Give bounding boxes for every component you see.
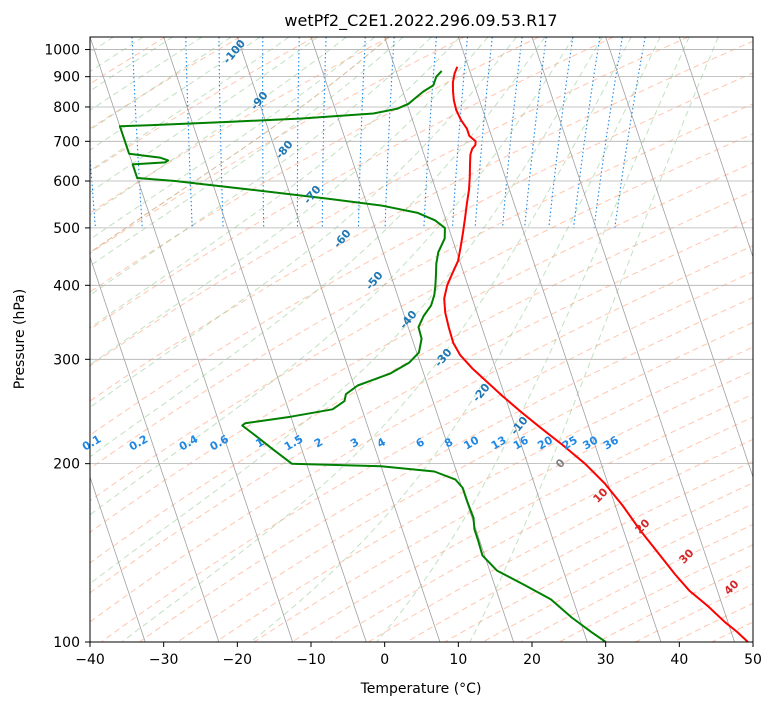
x-tick-label: −20 — [223, 652, 253, 668]
dry-adiabat-line — [215, 346, 753, 642]
dry-adiabat-line — [177, 321, 753, 642]
dry-adiabat-line — [330, 416, 753, 642]
dry-adiabat-line — [520, 523, 753, 642]
dry-adiabat-line — [90, 72, 753, 436]
mixing-ratio-line — [573, 37, 601, 228]
dry-adiabat-line — [444, 482, 753, 642]
x-tick-label: 0 — [380, 652, 389, 668]
moist-adiabat-line — [90, 37, 347, 216]
moist-adiabat-line — [90, 37, 489, 366]
y-tick-label: 1000 — [44, 43, 80, 59]
mixing-ratio-line — [593, 37, 623, 228]
moist-adiabat-line — [121, 37, 632, 642]
dry-adiabat-line — [368, 438, 753, 642]
x-tick-label: 50 — [744, 652, 762, 668]
moist-adiabat-line — [469, 37, 719, 642]
moist-adiabat-line — [90, 37, 261, 151]
moist-adiabat-line — [250, 37, 661, 642]
mixing-ratio-line — [501, 37, 523, 228]
moist-adiabat-line — [90, 37, 432, 296]
isotherm-line — [310, 37, 514, 642]
dry-adiabat-line — [90, 162, 753, 533]
x-tick-label: 40 — [670, 652, 688, 668]
dry-adiabat-line — [482, 503, 753, 642]
dry-adiabat-line — [90, 218, 753, 594]
axis-layer: −40 −30 −20 −10 0 10 20 30 40 50 100 200 300 400 500 60… — [44, 43, 762, 668]
isotherm-line — [90, 475, 146, 642]
isotherm-line — [163, 37, 367, 642]
x-tick-label: −40 — [75, 652, 105, 668]
dry-adiabat-line — [90, 40, 753, 402]
x-axis-label: Temperature (°C) — [360, 681, 482, 697]
y-tick-label: 600 — [53, 174, 80, 190]
moist-adiabat-line — [90, 37, 461, 329]
isotherm-line — [384, 37, 588, 642]
isotherm-line — [752, 37, 753, 39]
temperature-profile-line — [443, 66, 749, 642]
dry-adiabat-line — [291, 393, 753, 642]
moist-adiabat-line — [90, 37, 517, 408]
chart-title: wetPf2_C2E1.2022.296.09.53.R17 — [284, 11, 557, 31]
dewpoint-profile-line — [118, 70, 607, 642]
isotherm-line — [0, 37, 72, 642]
isotherm-line — [236, 37, 441, 642]
x-tick-label: −30 — [149, 652, 179, 668]
mixing-ratio-line — [524, 37, 547, 228]
plot-frame — [89, 36, 754, 643]
isotherm-line — [90, 255, 220, 642]
y-tick-label: 800 — [53, 100, 80, 116]
moist-adiabat-line — [90, 37, 603, 585]
moist-adiabat-line — [376, 37, 690, 642]
x-tick-label: 10 — [449, 652, 467, 668]
dry-adiabat-line — [101, 271, 753, 642]
series-layer — [118, 66, 749, 642]
dry-adiabat-line — [90, 103, 753, 470]
moist-adiabat-line — [90, 37, 404, 267]
y-tick-label: 900 — [53, 70, 80, 86]
isotherm-line — [678, 37, 753, 259]
y-tick-label: 200 — [53, 457, 80, 473]
moist-adiabat-line — [90, 37, 390, 254]
x-tick-label: 20 — [523, 652, 541, 668]
y-axis-label: Pressure (hPa) — [12, 289, 28, 389]
mixing-ratio-line — [548, 37, 574, 228]
mixing-ratio-line — [614, 37, 646, 228]
moist-adiabat-line — [90, 37, 376, 241]
isotherm-line — [457, 37, 662, 642]
dry-adiabat-line — [90, 37, 689, 367]
x-tick-label: −10 — [296, 652, 326, 668]
moist-adiabat-line — [90, 37, 546, 458]
dry-adiabat-line — [253, 370, 753, 642]
dry-adiabat-line — [139, 297, 753, 642]
y-tick-label: 700 — [53, 134, 80, 150]
moist-adiabat-line — [90, 37, 290, 172]
dry-adiabat-line — [90, 37, 540, 293]
isotherm-line — [605, 37, 753, 479]
dry-adiabat-line — [90, 133, 753, 502]
y-tick-label: 300 — [53, 352, 80, 368]
x-tick-label: 30 — [597, 652, 615, 668]
y-tick-label: 500 — [53, 221, 80, 237]
isotherm-line — [531, 37, 735, 642]
dry-adiabat-line — [90, 190, 753, 564]
y-tick-label: 400 — [53, 278, 80, 294]
dry-adiabat-line — [406, 460, 753, 642]
y-tick-label: 100 — [53, 635, 80, 651]
